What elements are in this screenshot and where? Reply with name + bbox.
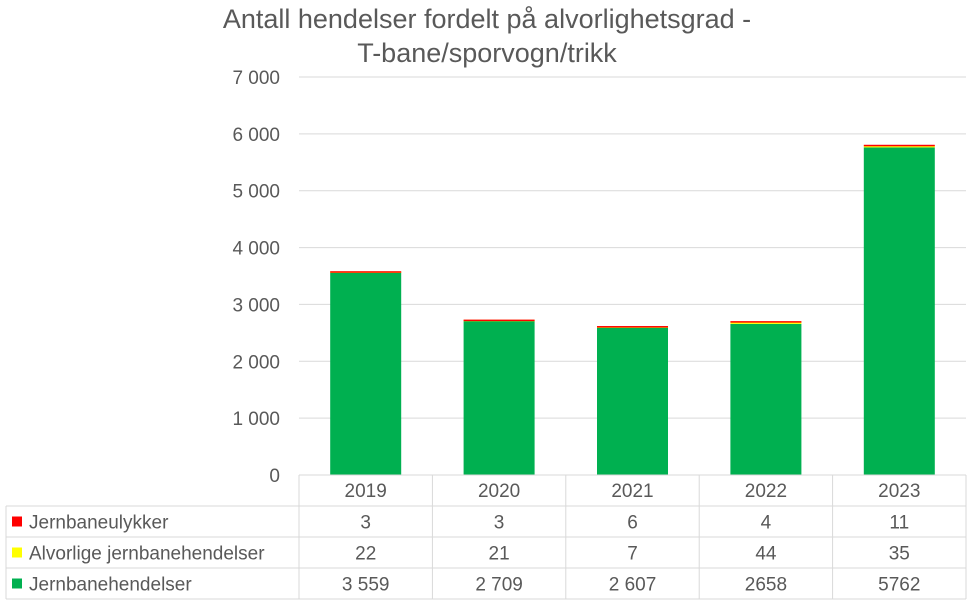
table-value: 2 709 (475, 575, 523, 596)
bar-segment (863, 147, 935, 475)
legend-key (12, 516, 22, 527)
y-tick-label: 3 000 (232, 295, 280, 316)
table-value: 11 (889, 513, 909, 534)
table-value: 2 607 (609, 575, 657, 596)
legend-label: Alvorlige jernbanehendelser (29, 544, 265, 565)
bar-segment (463, 320, 535, 475)
legend-label: Jernbaneulykker (29, 513, 169, 534)
bar-segment (330, 271, 402, 273)
y-tick-label: 4 000 (232, 239, 280, 260)
table-value: 44 (755, 544, 777, 565)
y-tick-label: 2 000 (232, 352, 280, 373)
bar-segment (463, 319, 535, 322)
table-value: 4 (761, 513, 772, 534)
table-value: 3 559 (342, 575, 390, 596)
chart-title-line-1: Antall hendelser fordelt på alvorlighets… (222, 4, 752, 34)
y-tick-label: 7 000 (232, 68, 280, 89)
table-value: 21 (489, 544, 510, 565)
y-tick-label: 1 000 (232, 409, 280, 430)
y-tick-label: 6 000 (232, 125, 280, 146)
y-tick-label: 0 (269, 466, 280, 487)
category-label: 2019 (345, 481, 387, 502)
bar-segment (597, 326, 668, 328)
legend-key (12, 547, 22, 558)
bar-segment (730, 323, 802, 475)
table-value: 6 (627, 513, 638, 534)
category-label: 2020 (478, 481, 520, 502)
category-label: 2021 (611, 481, 653, 502)
bar-segment (863, 144, 935, 147)
bar-segment (330, 272, 402, 475)
table-value: 35 (889, 544, 910, 565)
table-value: 22 (355, 544, 376, 565)
bar-segment (730, 321, 802, 323)
category-label: 2023 (878, 481, 920, 502)
y-tick-label: 5 000 (232, 182, 280, 203)
legend-label: Jernbanehendelser (29, 575, 192, 596)
table-value: 3 (360, 513, 371, 534)
bar-segment (863, 145, 935, 148)
table-value: 3 (494, 513, 505, 534)
table-value: 5762 (878, 575, 920, 596)
table-value: 2658 (745, 575, 787, 596)
legend-key (12, 578, 22, 589)
table-value: 7 (627, 544, 638, 565)
chart-title-line-2: T-bane/sporvogn/trikk (357, 38, 617, 68)
bar-segment (597, 326, 668, 475)
category-label: 2022 (745, 481, 787, 502)
